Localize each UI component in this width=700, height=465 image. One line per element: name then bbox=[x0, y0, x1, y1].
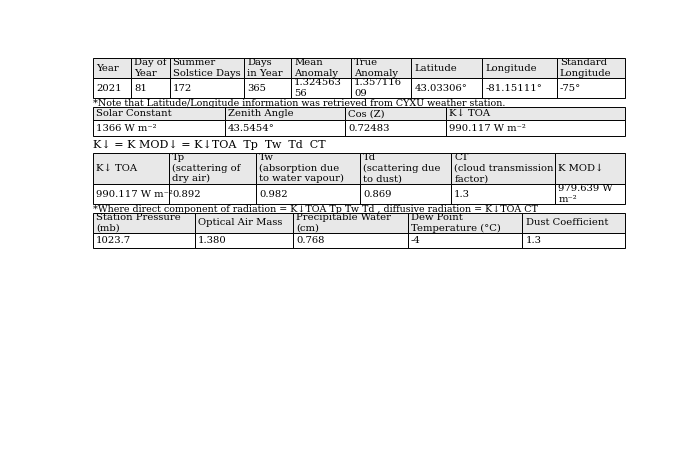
Text: 81: 81 bbox=[134, 84, 147, 93]
Bar bbox=[412, 78, 482, 98]
Bar bbox=[446, 106, 624, 120]
Bar bbox=[293, 233, 407, 248]
Bar bbox=[407, 233, 522, 248]
Text: Longitude: Longitude bbox=[486, 64, 537, 73]
Bar bbox=[446, 120, 624, 136]
Bar bbox=[93, 106, 225, 120]
Text: Mean
Anomaly: Mean Anomaly bbox=[294, 59, 338, 78]
Text: True
Anomaly: True Anomaly bbox=[354, 59, 398, 78]
Text: 365: 365 bbox=[247, 84, 266, 93]
Bar bbox=[195, 233, 293, 248]
Bar bbox=[451, 153, 555, 184]
Text: 1366 W m⁻²: 1366 W m⁻² bbox=[96, 124, 157, 133]
Text: 1.324563
56: 1.324563 56 bbox=[294, 79, 342, 98]
Text: K↓ TOA: K↓ TOA bbox=[96, 164, 137, 173]
Bar bbox=[169, 78, 244, 98]
Bar bbox=[556, 58, 624, 78]
Text: Day of
Year: Day of Year bbox=[134, 59, 167, 78]
Bar bbox=[225, 106, 345, 120]
Text: 0.768: 0.768 bbox=[296, 236, 324, 245]
Text: Precipitable Water
(cm): Precipitable Water (cm) bbox=[296, 213, 391, 232]
Bar bbox=[244, 58, 291, 78]
Text: Td
(scattering due
to dust): Td (scattering due to dust) bbox=[363, 153, 441, 183]
Bar bbox=[345, 106, 446, 120]
Text: 1.3: 1.3 bbox=[526, 236, 542, 245]
Text: CT
(cloud transmission
factor): CT (cloud transmission factor) bbox=[454, 153, 554, 183]
Bar bbox=[93, 184, 169, 205]
Text: Optical Air Mass: Optical Air Mass bbox=[198, 219, 283, 227]
Text: 0.869: 0.869 bbox=[363, 190, 392, 199]
Bar bbox=[169, 184, 256, 205]
Bar bbox=[195, 213, 293, 233]
Bar bbox=[351, 58, 412, 78]
Bar bbox=[169, 58, 244, 78]
Bar bbox=[555, 184, 624, 205]
Bar bbox=[93, 58, 131, 78]
Bar bbox=[291, 58, 351, 78]
Bar bbox=[482, 58, 556, 78]
Text: *Note that Latitude/Longitude information was retrieved from CYXU weather statio: *Note that Latitude/Longitude informatio… bbox=[93, 99, 505, 108]
Text: 0.982: 0.982 bbox=[259, 190, 288, 199]
Text: 1.3: 1.3 bbox=[454, 190, 470, 199]
Bar bbox=[345, 120, 446, 136]
Text: Solar Constant: Solar Constant bbox=[96, 109, 172, 118]
Bar bbox=[412, 58, 482, 78]
Bar bbox=[256, 184, 360, 205]
Text: -81.15111°: -81.15111° bbox=[486, 84, 542, 93]
Bar bbox=[351, 78, 412, 98]
Bar bbox=[522, 213, 624, 233]
Text: -4: -4 bbox=[411, 236, 421, 245]
Text: 1.357116
09: 1.357116 09 bbox=[354, 79, 402, 98]
Text: Dew Point
Temperature (°C): Dew Point Temperature (°C) bbox=[411, 213, 500, 232]
Text: Standard
Longitude: Standard Longitude bbox=[560, 59, 612, 78]
Text: 990.117 W m⁻²: 990.117 W m⁻² bbox=[96, 190, 173, 199]
Text: 0.892: 0.892 bbox=[172, 190, 201, 199]
Bar bbox=[522, 233, 624, 248]
Text: Tp
(scattering of
dry air): Tp (scattering of dry air) bbox=[172, 153, 241, 183]
Bar bbox=[293, 213, 407, 233]
Bar bbox=[244, 78, 291, 98]
Bar bbox=[169, 153, 256, 184]
Bar bbox=[93, 120, 225, 136]
Text: Latitude: Latitude bbox=[414, 64, 457, 73]
Text: 172: 172 bbox=[173, 84, 192, 93]
Text: Cos (Z): Cos (Z) bbox=[348, 109, 384, 118]
Bar bbox=[93, 78, 131, 98]
Bar bbox=[360, 184, 451, 205]
Text: Tw
(absorption due
to water vapour): Tw (absorption due to water vapour) bbox=[259, 153, 344, 183]
Text: Days
in Year: Days in Year bbox=[247, 59, 283, 78]
Bar bbox=[225, 120, 345, 136]
Text: Dust Coefficient: Dust Coefficient bbox=[526, 219, 608, 227]
Text: Zenith Angle: Zenith Angle bbox=[228, 109, 293, 118]
Text: 43.03306°: 43.03306° bbox=[414, 84, 467, 93]
Bar bbox=[407, 213, 522, 233]
Text: Summer
Solstice Days: Summer Solstice Days bbox=[173, 59, 240, 78]
Text: 0.72483: 0.72483 bbox=[348, 124, 389, 133]
Bar bbox=[93, 213, 195, 233]
Bar bbox=[291, 78, 351, 98]
Text: -75°: -75° bbox=[560, 84, 581, 93]
Text: K↓ TOA: K↓ TOA bbox=[449, 109, 490, 118]
Text: 43.5454°: 43.5454° bbox=[228, 124, 274, 133]
Text: Station Pressure
(mb): Station Pressure (mb) bbox=[96, 213, 181, 232]
Bar bbox=[131, 78, 169, 98]
Bar bbox=[93, 233, 195, 248]
Bar bbox=[556, 78, 624, 98]
Text: 1.380: 1.380 bbox=[198, 236, 227, 245]
Bar bbox=[93, 153, 169, 184]
Text: 2021: 2021 bbox=[96, 84, 122, 93]
Text: K↓ = K MOD↓ = K↓TOA  Tp  Tw  Td  CT: K↓ = K MOD↓ = K↓TOA Tp Tw Td CT bbox=[93, 140, 326, 150]
Text: 979.639 W
m⁻²: 979.639 W m⁻² bbox=[559, 184, 613, 204]
Bar bbox=[256, 153, 360, 184]
Bar bbox=[482, 78, 556, 98]
Bar bbox=[555, 153, 624, 184]
Bar bbox=[451, 184, 555, 205]
Text: K MOD↓: K MOD↓ bbox=[559, 164, 603, 173]
Text: 990.117 W m⁻²: 990.117 W m⁻² bbox=[449, 124, 526, 133]
Text: 1023.7: 1023.7 bbox=[96, 236, 131, 245]
Text: Year: Year bbox=[96, 64, 119, 73]
Text: *Where direct component of radiation = K↓TOA Tp Tw Td , diffusive radiation = K↓: *Where direct component of radiation = K… bbox=[93, 205, 538, 214]
Bar bbox=[131, 58, 169, 78]
Bar bbox=[360, 153, 451, 184]
